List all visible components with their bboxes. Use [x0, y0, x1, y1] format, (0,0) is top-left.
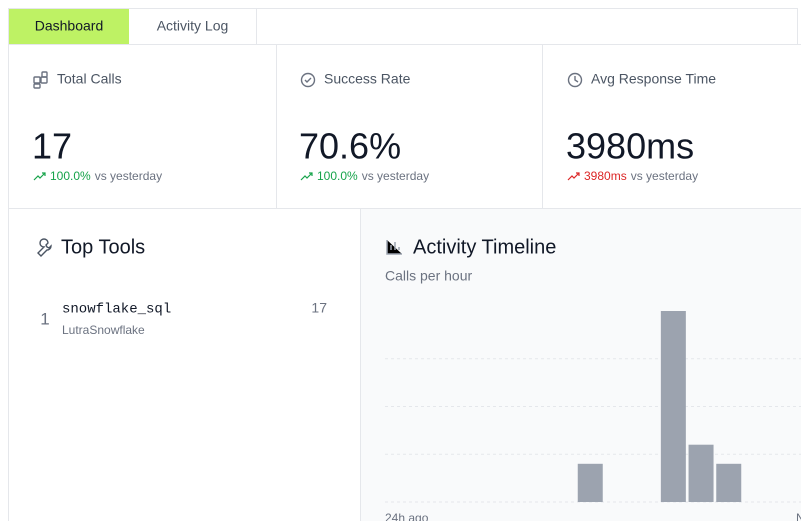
trend-icon [567, 172, 580, 181]
bar [688, 444, 714, 502]
stat-value: 17 [32, 126, 72, 167]
stat-comparison: vs yesterday [95, 169, 162, 183]
stat-value: 70.6% [299, 126, 401, 167]
icon-wrench [37, 238, 52, 257]
tab-bg [9, 9, 129, 44]
bar [716, 463, 742, 502]
tab-bg [129, 9, 256, 44]
stat-trend: 3980ms vs yesterday [584, 169, 698, 183]
tab[interactable]: Activity Log [129, 9, 257, 44]
bar [577, 463, 603, 502]
x-end-label: Now [796, 511, 801, 521]
panel-title: Top Tools [61, 236, 145, 258]
trend-icon [300, 172, 313, 181]
stat-change: 100.0% [50, 169, 91, 183]
icon-calls [33, 71, 48, 89]
tool-rank: 1 [40, 309, 49, 328]
tool-name: snowflake_sql [62, 302, 171, 318]
tab[interactable]: Dashboard [9, 9, 130, 44]
stat-trend: 100.0% vs yesterday [50, 169, 162, 183]
icon-chart [386, 240, 402, 255]
x-start-label: 24h ago [385, 511, 429, 521]
stat-comparison: vs yesterday [362, 169, 429, 183]
tool-server: LutraSnowflake [62, 323, 145, 337]
tab-label: Activity Log [157, 18, 229, 34]
stat-change: 100.0% [317, 169, 358, 183]
tab-label: Dashboard [35, 18, 104, 34]
stat-label: Avg Response Time [591, 71, 716, 87]
stat-value: 3980ms [566, 126, 694, 167]
stat-label: Success Rate [324, 71, 411, 87]
trend-icon [33, 172, 46, 181]
tool-calls: 17 [311, 300, 327, 316]
stat-change: 3980ms [584, 169, 627, 183]
plot: Now [385, 311, 801, 521]
icon-clock [567, 72, 583, 88]
chart-title: Activity Timeline [413, 236, 556, 258]
bar [660, 311, 686, 502]
stat-label: Total Calls [57, 71, 122, 87]
chart-subtitle: Calls per hour [385, 268, 472, 284]
stat-trend: 100.0% vs yesterday [317, 169, 429, 183]
stat-comparison: vs yesterday [631, 169, 698, 183]
icon-success [300, 72, 316, 88]
